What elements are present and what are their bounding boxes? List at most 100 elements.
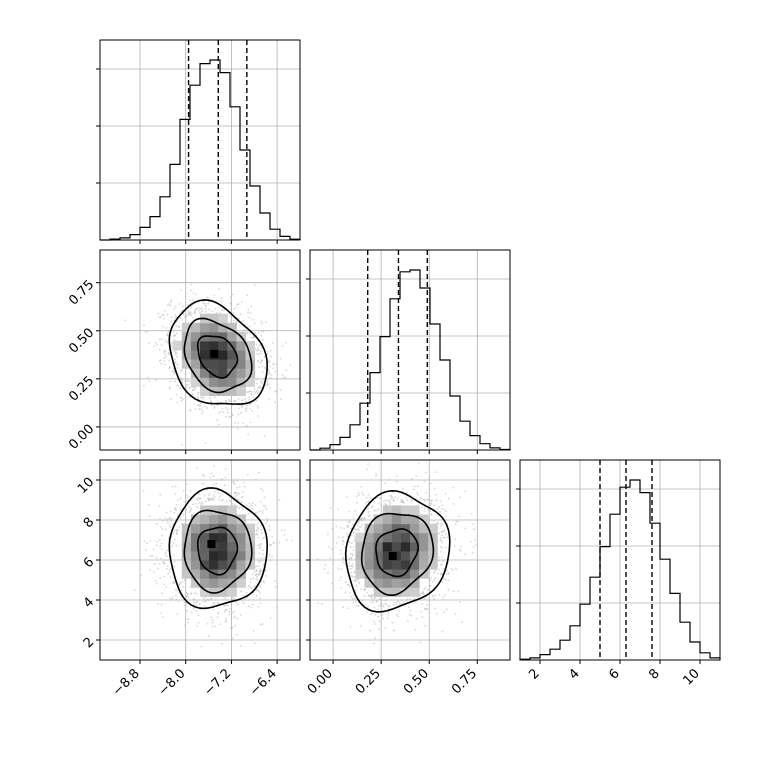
scatter-point: [146, 542, 148, 545]
scatter-point: [175, 594, 177, 597]
scatter-point: [388, 503, 391, 506]
scatter-point: [175, 533, 178, 536]
scatter-point: [210, 625, 213, 628]
scatter-point: [441, 580, 444, 583]
scatter-point: [259, 510, 262, 513]
scatter-point: [433, 578, 436, 581]
scatter-point: [253, 388, 256, 390]
hist2d-cell: [209, 560, 219, 570]
hist2d-cell: [382, 550, 393, 561]
scatter-point: [200, 307, 203, 310]
scatter-point: [372, 599, 375, 602]
scatter-point: [133, 589, 136, 592]
scatter-point: [389, 499, 392, 502]
scatter-point: [394, 496, 396, 499]
hist2d-cell: [245, 541, 256, 552]
hist2d-cell: [373, 587, 384, 597]
scatter-point: [256, 349, 259, 352]
scatter-point: [354, 589, 357, 592]
scatter-point: [373, 509, 376, 512]
scatter-point: [357, 494, 360, 497]
scatter-point: [189, 409, 191, 411]
scatter-point: [190, 289, 192, 292]
scatter-point: [248, 396, 251, 399]
scatter-point: [258, 366, 261, 368]
scatter-point: [255, 529, 258, 531]
hist2d-cell: [373, 550, 384, 561]
scatter-point: [241, 600, 244, 603]
scatter-point: [184, 624, 186, 627]
scatter-point: [400, 599, 403, 602]
scatter-point: [174, 492, 177, 495]
scatter-point: [264, 505, 267, 508]
scatter-point: [174, 313, 177, 316]
scatter-point: [432, 597, 435, 600]
scatter-point: [341, 543, 344, 546]
scatter-point: [409, 498, 412, 501]
x-tick-label: −8.0: [156, 666, 189, 699]
scatter-point: [233, 482, 236, 485]
scatter-point: [259, 585, 262, 588]
scatter-point: [179, 396, 182, 399]
scatter-point: [350, 574, 353, 577]
scatter-point: [349, 625, 352, 628]
scatter-point: [163, 562, 166, 564]
hist2d-cell: [419, 514, 429, 525]
scatter-point: [245, 599, 248, 601]
scatter-point: [274, 390, 276, 393]
scatter-point: [200, 645, 203, 648]
scatter-point: [258, 564, 260, 567]
scatter-point: [174, 506, 177, 509]
scatter-point: [223, 484, 226, 487]
hist2d-cell: [218, 560, 228, 570]
scatter-point: [269, 376, 272, 379]
scatter-point: [289, 364, 292, 366]
hist2d-cell: [227, 505, 237, 516]
hist2d-cell: [227, 331, 237, 342]
scatter-point: [161, 527, 164, 530]
scatter-point: [226, 604, 229, 607]
scatter-point: [176, 384, 179, 387]
panel-frame: [309, 249, 511, 451]
scatter-point: [172, 541, 175, 544]
hist2d-cell: [382, 541, 393, 552]
scatter-point: [284, 341, 287, 344]
scatter-point: [387, 611, 390, 614]
scatter-point: [340, 552, 342, 555]
scatter-point: [275, 563, 278, 566]
scatter-point: [185, 499, 188, 502]
scatter-point: [341, 540, 344, 542]
hist2d-cell: [218, 359, 228, 369]
scatter-point: [323, 568, 326, 571]
scatter-point: [255, 343, 258, 346]
hist2d-cell: [419, 569, 429, 579]
scatter-point: [352, 565, 354, 568]
scatter-point: [218, 287, 221, 290]
x-tick-label: −6.4: [247, 666, 280, 699]
scatter-point: [249, 505, 252, 508]
scatter-point: [353, 528, 356, 530]
scatter-point: [260, 360, 262, 363]
scatter-point: [247, 599, 250, 601]
scatter-point: [251, 508, 254, 510]
scatter-point: [257, 471, 260, 474]
scatter-point: [397, 600, 400, 602]
scatter-point: [213, 490, 216, 493]
scatter-point: [393, 604, 396, 606]
scatter-point: [166, 333, 169, 336]
scatter-point: [256, 352, 259, 355]
scatter-point: [243, 485, 246, 488]
histogram-panel: [310, 250, 511, 451]
scatter-point: [440, 523, 443, 526]
scatter-point: [250, 394, 253, 396]
histogram-step: [519, 479, 721, 660]
hist2d-cell: [245, 368, 256, 378]
scatter-point: [198, 502, 201, 504]
scatter-point: [212, 608, 215, 611]
scatter-point: [174, 485, 177, 488]
scatter-point: [263, 536, 266, 539]
scatter-point: [246, 294, 249, 297]
scatter-point: [207, 497, 209, 500]
scatter-point: [211, 604, 214, 606]
scatter-point: [257, 537, 260, 539]
